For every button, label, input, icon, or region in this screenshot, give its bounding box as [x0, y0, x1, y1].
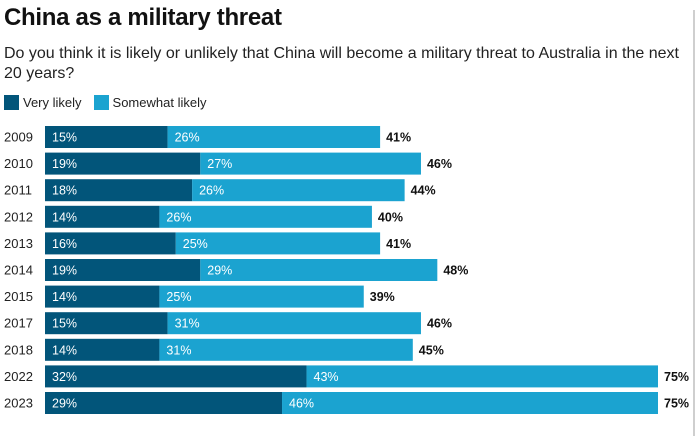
- data-label-somewhat-likely: 31%: [166, 343, 191, 357]
- scrollbar[interactable]: [693, 10, 695, 436]
- chart-subtitle: Do you think it is likely or unlikely th…: [4, 45, 679, 82]
- legend-item-very-likely: Very likely: [4, 95, 82, 110]
- legend-swatch-very-likely: [4, 95, 19, 110]
- legend-label-somewhat-likely: Somewhat likely: [112, 95, 207, 110]
- y-tick-label: 2011: [4, 183, 32, 198]
- data-label-total: 46%: [427, 317, 452, 331]
- legend-item-somewhat-likely: Somewhat likely: [93, 95, 207, 110]
- data-label-very-likely: 14%: [52, 290, 77, 304]
- bar-very-likely: [45, 285, 160, 308]
- data-label-somewhat-likely: 26%: [199, 184, 224, 198]
- bar-very-likely: [45, 232, 176, 255]
- bar-very-likely: [45, 179, 193, 202]
- legend-swatch-somewhat-likely: [93, 95, 109, 110]
- bar-very-likely: [45, 392, 283, 414]
- bar-somewhat-likely: [167, 126, 381, 148]
- chart-title: China as a military threat: [4, 4, 282, 31]
- data-label-very-likely: 14%: [52, 210, 77, 224]
- bar-very-likely: [45, 259, 201, 281]
- data-label-total: 41%: [386, 237, 411, 251]
- y-tick-label: 2009: [4, 130, 33, 145]
- data-label-total: 45%: [419, 343, 444, 357]
- data-label-somewhat-likely: 46%: [289, 397, 314, 411]
- bar-very-likely: [45, 126, 168, 148]
- data-label-very-likely: 14%: [52, 343, 77, 357]
- data-label-very-likely: 29%: [52, 397, 77, 411]
- data-label-somewhat-likely: 26%: [166, 210, 191, 224]
- bar-somewhat-likely: [159, 285, 364, 308]
- legend: Very likely Somewhat likely: [4, 95, 218, 110]
- bar-somewhat-likely: [200, 152, 421, 175]
- y-tick-label: 2015: [4, 289, 33, 304]
- data-label-total: 75%: [664, 397, 689, 411]
- y-tick-label: 2013: [4, 236, 33, 251]
- bar-somewhat-likely: [282, 392, 658, 414]
- data-label-total: 48%: [443, 264, 468, 278]
- data-label-total: 40%: [378, 210, 403, 224]
- data-label-total: 46%: [427, 157, 452, 171]
- y-tick-label: 2010: [4, 156, 33, 171]
- y-tick-label: 2018: [4, 342, 33, 357]
- bar-somewhat-likely: [175, 232, 381, 255]
- bar-somewhat-likely: [200, 259, 438, 281]
- data-label-total: 44%: [411, 184, 436, 198]
- y-tick-label: 2017: [4, 316, 33, 331]
- data-label-very-likely: 15%: [52, 131, 77, 145]
- data-label-very-likely: 16%: [52, 237, 77, 251]
- data-label-somewhat-likely: 26%: [175, 131, 200, 145]
- data-label-somewhat-likely: 29%: [207, 264, 232, 278]
- bar-somewhat-likely: [167, 312, 421, 335]
- y-tick-label: 2012: [4, 209, 33, 224]
- y-tick-label: 2022: [4, 369, 33, 384]
- data-label-somewhat-likely: 25%: [166, 290, 191, 304]
- legend-label-very-likely: Very likely: [23, 95, 82, 110]
- bar-very-likely: [45, 312, 168, 335]
- bar-very-likely: [45, 205, 160, 228]
- data-label-somewhat-likely: 43%: [314, 370, 339, 384]
- data-label-total: 75%: [664, 370, 689, 384]
- bar-somewhat-likely: [159, 205, 372, 228]
- bar-somewhat-likely: [192, 179, 405, 202]
- bar-very-likely: [45, 338, 160, 361]
- bar-very-likely: [45, 365, 307, 388]
- data-label-very-likely: 19%: [52, 264, 77, 278]
- bar-very-likely: [45, 152, 201, 175]
- data-label-somewhat-likely: 25%: [183, 237, 208, 251]
- data-label-very-likely: 15%: [52, 317, 77, 331]
- data-label-total: 39%: [370, 290, 395, 304]
- data-label-very-likely: 19%: [52, 157, 77, 171]
- data-label-total: 41%: [386, 131, 411, 145]
- y-tick-label: 2023: [4, 396, 33, 411]
- y-tick-label: 2014: [4, 263, 33, 278]
- data-label-very-likely: 18%: [52, 184, 77, 198]
- bar-somewhat-likely: [159, 338, 413, 361]
- data-label-somewhat-likely: 27%: [207, 157, 232, 171]
- data-label-very-likely: 32%: [52, 370, 77, 384]
- bar-somewhat-likely: [306, 365, 658, 388]
- data-label-somewhat-likely: 31%: [175, 317, 200, 331]
